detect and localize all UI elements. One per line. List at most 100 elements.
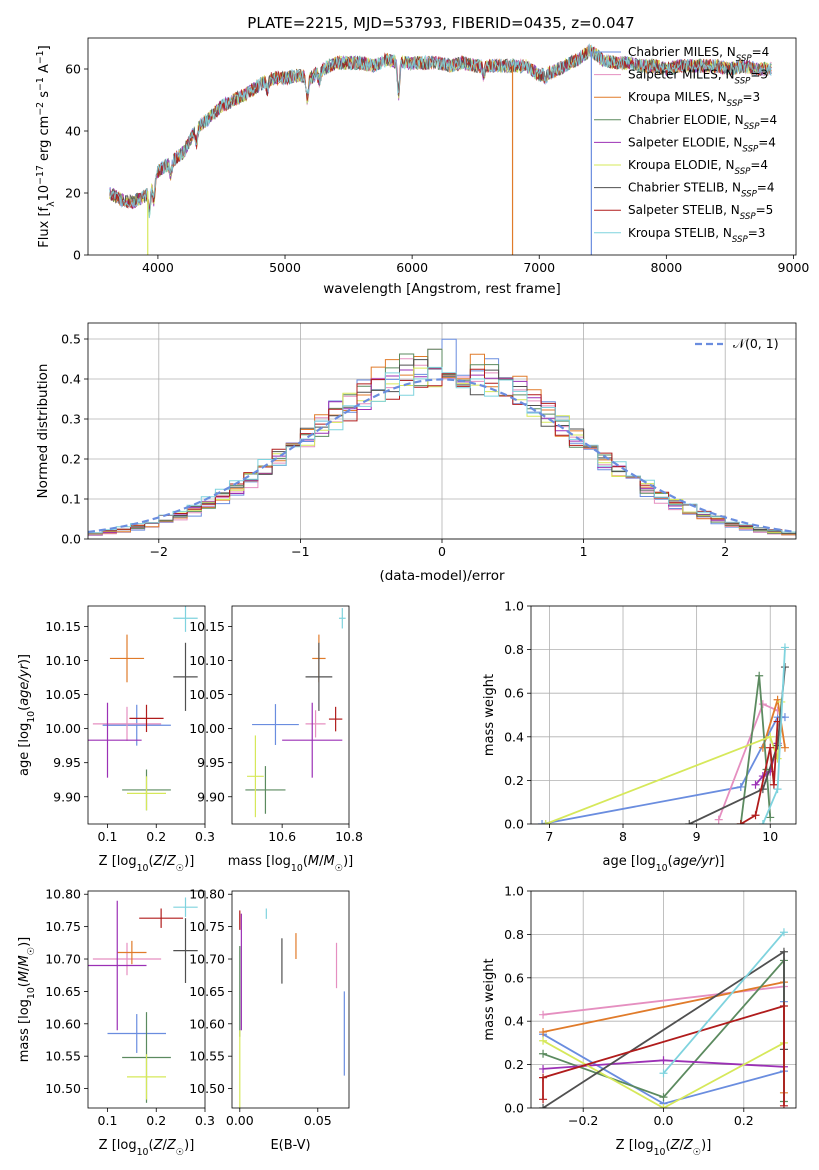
y-tick-label: 0.0 (61, 532, 81, 547)
plot-area (245, 608, 346, 818)
weight-marker (659, 1069, 668, 1078)
y-axis-label: mass weight (482, 958, 497, 1040)
weight-line (542, 1004, 785, 1106)
y-tick-label: 10.15 (45, 619, 81, 634)
weight-line (541, 716, 785, 824)
weight-marker (758, 820, 767, 824)
y-tick-label: 0.4 (504, 729, 524, 744)
legend-entry: Salpeter ELODIE, NSSP=4 (628, 135, 776, 154)
weight-marker (538, 820, 547, 824)
weight-marker (766, 743, 775, 752)
y-tick-label: 10.70 (189, 952, 225, 967)
axes-frame (530, 605, 797, 825)
y-tick-label: 0.2 (61, 452, 81, 467)
x-tick-label: 4000 (142, 260, 174, 275)
legend-entry: Chabrier ELODIE, NSSP=4 (628, 113, 777, 132)
y-tick-label: 0.5 (61, 332, 81, 347)
weight-marker (539, 1036, 548, 1045)
weight-marker (780, 713, 789, 722)
weight-line (545, 701, 783, 824)
x-tick-label: 0.3 (195, 829, 215, 844)
weight-marker (714, 815, 723, 824)
weight-marker (539, 1064, 548, 1073)
y-tick-label: 10.15 (189, 619, 225, 634)
y-axis-label: age [log10(age/yr)] (17, 654, 37, 776)
spectrum-panel: 4000 5000 6000 7000 8000 9000 0 20 40 60 wavelengt… (35, 37, 810, 297)
y-tick-label: 10.75 (45, 919, 81, 934)
x-tick-label: 9000 (778, 260, 810, 275)
weight-marker (755, 671, 764, 680)
y-tick-label: 0.0 (504, 817, 524, 832)
x-tick-label: 0.1 (98, 829, 118, 844)
axes-frame (87, 37, 797, 256)
x-axis-label: Z [log10(Z/Z☉)] (99, 854, 195, 874)
y-axis-label: Normed distribution (35, 364, 51, 499)
plot-area (109, 43, 772, 255)
y-tick-label: 10.80 (45, 887, 81, 902)
weight-marker (736, 782, 745, 791)
x-tick-label: 8 (619, 829, 627, 844)
x-tick-label: 0 (438, 544, 446, 559)
weight-marker (758, 700, 767, 709)
y-tick-label: 0 (73, 248, 81, 263)
x-axis-label: Z [log10(Z/Z☉)] (616, 1138, 712, 1158)
legend-entry: Kroupa MILES, NSSP=3 (628, 90, 760, 109)
weight-line (662, 931, 785, 1074)
weight-marker (779, 928, 788, 937)
y-axis-label: Flux [fλ10−17 erg cm−2 s−1 A−1] (35, 45, 57, 247)
x-axis-label: age [log10(age/yr)] (602, 854, 724, 874)
plot-area (539, 928, 788, 1108)
y-tick-label: 10.60 (189, 1016, 225, 1031)
y-tick-label: 10.00 (45, 721, 81, 736)
x-tick-label: 10.8 (335, 829, 363, 844)
spectrum-line (109, 43, 772, 219)
y-tick-label: 9.95 (197, 755, 225, 770)
x-tick-label: 2 (721, 544, 729, 559)
weight-marker (539, 1049, 548, 1058)
x-tick-label: 0.2 (734, 1113, 754, 1128)
y-tick-label: 0.2 (504, 773, 524, 788)
weight-marker (751, 780, 760, 789)
y-tick-label: 10.65 (45, 984, 81, 999)
legend-entry: Kroupa STELIB, NSSP=3 (628, 226, 765, 245)
x-axis-label: mass [log10(M/M☉)] (228, 854, 354, 874)
weight-marker (766, 732, 775, 741)
x-tick-label: 1 (580, 544, 588, 559)
mass-vs-ebv-panel: 0.00 0.05 10.50 10.55 10.60 10.65 10.70 10.75 10… (189, 887, 350, 1153)
weight-marker (659, 1104, 668, 1108)
y-tick-label: 9.90 (197, 789, 225, 804)
residual-histogram-panel: −2 −1 0 1 2 0.0 0.1 0.2 0.3 0.4 0.5 (data-model)/er… (35, 322, 797, 584)
weight-marker (769, 780, 778, 789)
weight-marker (758, 785, 767, 794)
weight-marker (779, 1101, 788, 1108)
x-tick-label: 7 (545, 829, 553, 844)
legend-entry: Salpeter MILES, NSSP=3 (628, 68, 768, 87)
weight-line (542, 1039, 785, 1108)
y-tick-label: 10.60 (45, 1016, 81, 1031)
weight-marker (766, 813, 775, 822)
y-tick-label: 9.95 (53, 755, 81, 770)
x-tick-label: 0.2 (146, 1113, 166, 1128)
y-tick-label: 10.55 (45, 1049, 81, 1064)
y-tick-label: 10.05 (189, 687, 225, 702)
weight-marker (779, 947, 788, 956)
y-tick-label: 0.1 (61, 492, 81, 507)
y-tick-label: 10.65 (189, 984, 225, 999)
x-tick-label: 0.05 (304, 1113, 332, 1128)
y-tick-label: 10.10 (45, 653, 81, 668)
y-tick-label: 0.6 (504, 970, 524, 985)
x-tick-label: 10.6 (268, 829, 296, 844)
weight-marker (780, 643, 789, 652)
axes-frame (87, 322, 797, 540)
plot-area (88, 606, 198, 811)
x-tick-label: 6000 (396, 260, 428, 275)
weight-marker (685, 820, 694, 824)
y-tick-label: 10.75 (189, 919, 225, 934)
y-tick-label: 40 (65, 124, 81, 139)
x-axis-label: Z [log10(Z/Z☉)] (99, 1138, 195, 1158)
legend-entry: 𝒩(0, 1) (733, 336, 779, 351)
weight-line (739, 675, 772, 824)
weight-marker (539, 1095, 548, 1104)
axes-frame (87, 605, 206, 825)
y-tick-label: 0.8 (504, 927, 524, 942)
